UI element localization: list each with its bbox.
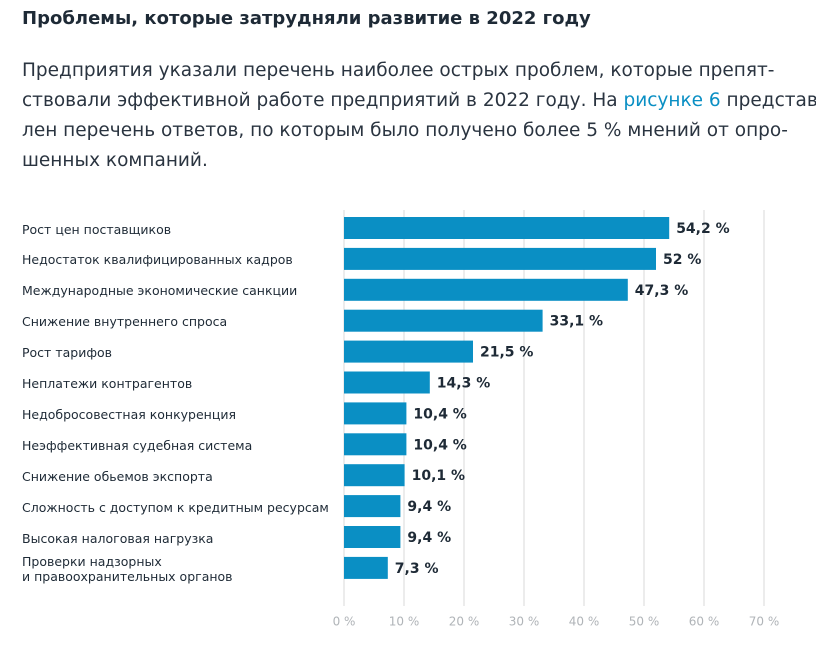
value-label: 14,3 % [437, 376, 490, 392]
bar [344, 340, 473, 363]
bar [344, 247, 656, 270]
category-label: Сложность с доступом к кредитным ресурса… [22, 499, 329, 515]
x-tick-label: 0 % [333, 615, 356, 629]
title: Проблемы, которые затрудняли развитие в … [22, 8, 591, 29]
value-label: 54,2 % [676, 221, 729, 237]
paragraph-line: шенных компаний. [22, 150, 208, 171]
category-label: Неэффективная судебная система [22, 437, 253, 453]
category-label: Снижение обьемов экспорта [22, 468, 213, 484]
bar [344, 371, 430, 394]
value-label: 33,1 % [550, 314, 603, 330]
category-label: Недобросовестная конкуренция [22, 406, 236, 422]
value-label: 9,4 % [407, 530, 451, 546]
paragraph-text: представ- [720, 90, 816, 111]
value-label: 7,3 % [395, 561, 439, 577]
x-tick-label: 10 % [389, 615, 420, 629]
category-label: Международные экономические санкции [22, 283, 298, 299]
bar [344, 556, 388, 579]
paragraph-line: Предприятия указали перечень наиболее ос… [22, 60, 775, 81]
bar [344, 464, 405, 487]
category-label: Снижение внутреннего спроса [22, 314, 228, 330]
bar [344, 217, 670, 239]
x-tick-label: 20 % [449, 615, 480, 629]
category-label: Высокая налоговая нагрузка [22, 530, 214, 546]
x-tick-label: 30 % [509, 615, 540, 629]
value-label: 10,4 % [413, 437, 466, 453]
bar [344, 278, 628, 301]
value-label: 21,5 % [480, 345, 533, 361]
category-label: Проверки надзорных и правоохранительных … [22, 553, 233, 584]
bar [344, 433, 407, 456]
category-label: Рост цен поставщиков [22, 221, 172, 237]
bar [344, 526, 401, 548]
bar [344, 309, 543, 332]
value-label: 47,3 % [635, 283, 688, 299]
category-label: Недостаток квалифицированных кадров [22, 252, 293, 268]
bar [344, 402, 407, 425]
value-label: 10,1 % [412, 468, 465, 484]
paragraph-text: ствовали эффективной работе предприятий … [22, 90, 624, 111]
value-label: 52 % [663, 252, 701, 268]
x-tick-label: 60 % [689, 615, 720, 629]
paragraph-line: лен перечень ответов, по которым было по… [22, 120, 788, 141]
value-label: 10,4 % [413, 406, 466, 422]
category-label: Неплатежи контрагентов [22, 376, 193, 391]
x-tick-label: 50 % [629, 615, 660, 629]
paragraph-line: ствовали эффективной работе предприятий … [22, 90, 816, 111]
bar [344, 495, 401, 518]
value-label: 9,4 % [407, 499, 451, 515]
category-label: Рост тарифов [22, 345, 113, 361]
link[interactable]: рисунке 6 [623, 90, 721, 111]
x-tick-label: 70 % [749, 615, 780, 629]
x-tick-label: 40 % [569, 615, 600, 629]
